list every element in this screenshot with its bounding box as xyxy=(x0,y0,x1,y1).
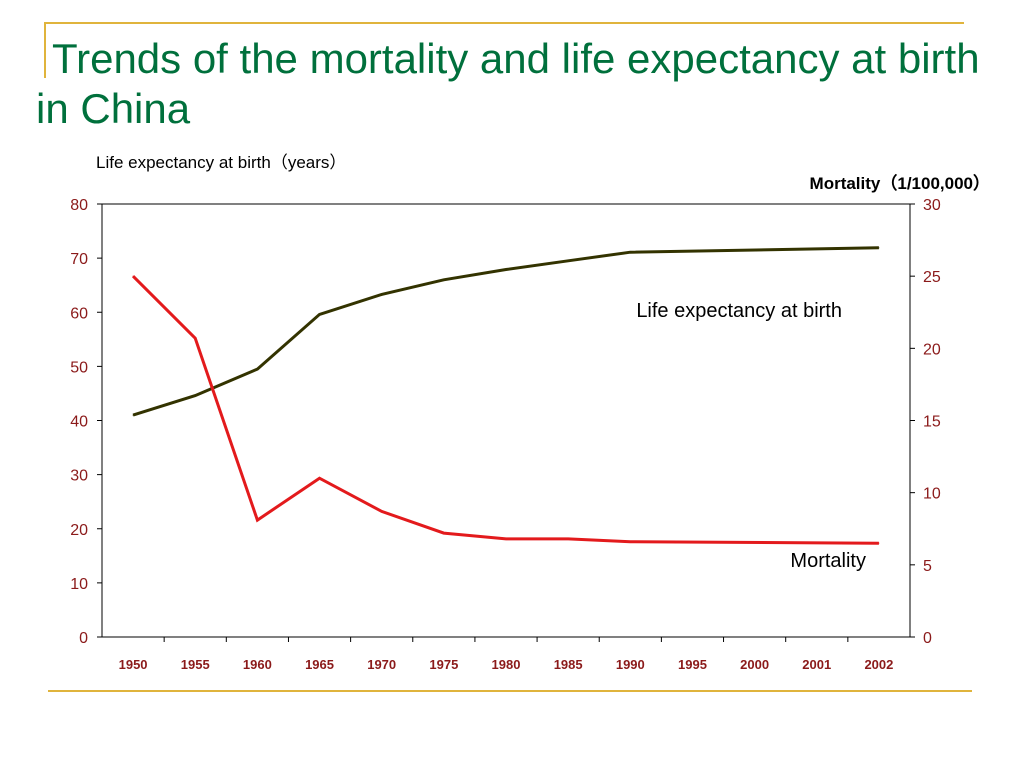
mortality-point xyxy=(505,538,507,540)
life-expectancy-series-label: Life expectancy at birth xyxy=(636,300,842,322)
left-tick-label: 30 xyxy=(70,468,88,485)
mortality-series-label: Mortality xyxy=(790,550,866,572)
life-expectancy-point xyxy=(878,247,880,249)
life-expectancy-line xyxy=(132,246,879,417)
life-expectancy-point xyxy=(194,395,196,397)
x-tick-label: 1985 xyxy=(554,657,583,672)
left-tick-label: 40 xyxy=(70,414,88,431)
slide-title: Trends of the mortality and life expecta… xyxy=(36,35,980,132)
left-tick-label: 80 xyxy=(70,197,88,214)
life-expectancy-point xyxy=(319,313,321,315)
top-accent-line xyxy=(44,22,964,24)
right-axis-label: Mortality（1/100,000） xyxy=(809,174,990,193)
life-expectancy-point xyxy=(443,279,445,281)
life-expectancy-point xyxy=(505,268,507,270)
right-tick-label: 0 xyxy=(923,630,932,647)
right-tick-label: 15 xyxy=(923,414,941,431)
x-tick-label: 1960 xyxy=(243,657,272,672)
mortality-point xyxy=(132,275,134,277)
left-axis-label: Life expectancy at birth（years） xyxy=(96,153,347,172)
life-expectancy-point xyxy=(629,251,631,253)
left-tick-label: 70 xyxy=(70,251,88,268)
life-expectancy-point xyxy=(567,260,569,262)
left-tick-label: 60 xyxy=(70,305,88,322)
mortality-point xyxy=(319,477,321,479)
x-tick-label: 1965 xyxy=(305,657,334,672)
mortality-point xyxy=(381,510,383,512)
mortality-point xyxy=(443,532,445,534)
x-tick-label: 1980 xyxy=(492,657,521,672)
life-expectancy-point xyxy=(132,414,134,416)
left-tick-label: 0 xyxy=(79,630,88,647)
right-tick-label: 25 xyxy=(923,269,941,286)
left-tick-label: 10 xyxy=(70,576,88,593)
life-expectancy-point xyxy=(256,368,258,370)
right-tick-label: 30 xyxy=(923,197,941,214)
mortality-point xyxy=(629,541,631,543)
x-tick-label: 1995 xyxy=(678,657,707,672)
x-tick-label: 2001 xyxy=(802,657,831,672)
mortality-point xyxy=(194,337,196,339)
left-tick-label: 50 xyxy=(70,359,88,376)
x-tick-label: 1990 xyxy=(616,657,645,672)
x-tick-label: 2002 xyxy=(864,657,893,672)
mortality-point xyxy=(567,538,569,540)
right-tick-label: 10 xyxy=(923,486,941,503)
life-expectancy-point xyxy=(381,293,383,295)
right-tick-label: 20 xyxy=(923,341,941,358)
mortality-point xyxy=(878,542,880,544)
mortality-point xyxy=(256,519,258,521)
bottom-accent-line xyxy=(48,690,972,692)
left-tick-label: 20 xyxy=(70,522,88,539)
right-tick-label: 5 xyxy=(923,558,932,575)
mortality-line xyxy=(132,275,879,545)
x-tick-label: 1970 xyxy=(367,657,396,672)
x-tick-label: 1975 xyxy=(429,657,458,672)
x-tick-label: 1950 xyxy=(119,657,148,672)
x-tick-label: 1955 xyxy=(181,657,210,672)
left-accent-line xyxy=(44,22,46,78)
x-tick-label: 2000 xyxy=(740,657,769,672)
